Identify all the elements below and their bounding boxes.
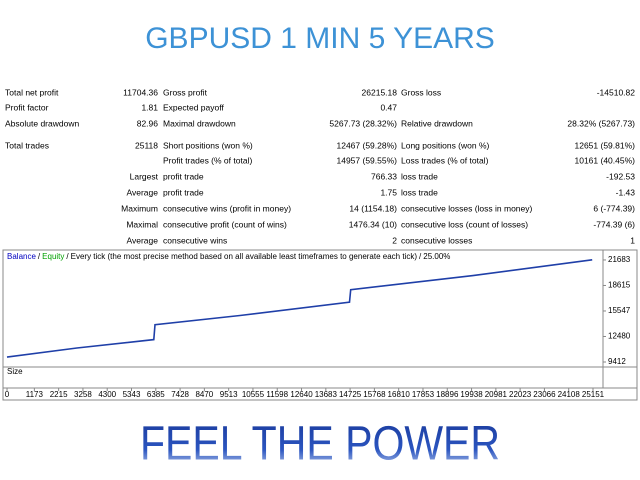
x-tick-label: 17853 [412,390,435,399]
x-tick-label: 5343 [123,390,141,399]
stat-label: loss trade [401,187,438,197]
x-tick-label: 6385 [147,390,165,399]
x-tick-label: 11598 [266,390,288,399]
x-tick-label: 15768 [363,390,386,399]
stat-label: Gross profit [163,87,208,97]
stat-value: -774.39 (6) [593,219,635,229]
stat-value: 1 [630,235,635,245]
x-tick-label: 2215 [50,390,68,399]
stat-value: 11704.36 [123,87,158,97]
chart-frame [2,249,638,401]
x-tick-label: 14725 [339,390,362,399]
y-tick-label: 9412 [608,357,626,366]
stat-label: consecutive wins [163,235,227,245]
legend-item: Equity [42,252,64,261]
stat-value: -192.53 [606,171,635,181]
x-tick-label: 8470 [195,390,213,399]
stat-label: Short positions (won %) [163,140,253,150]
stat-label: Total trades [5,140,49,150]
y-tick-label: 15547 [608,306,631,315]
x-tick-label: 20981 [485,390,508,399]
x-tick-label: 0 [5,390,10,399]
stat-value: 25118 [135,140,158,150]
stat-label: consecutive losses [401,235,472,245]
stat-value: 26215.18 [362,87,398,97]
stat-label: Relative drawdown [401,118,473,128]
stat-value: 28.32% (5267.73) [567,118,635,128]
stat-label: Largest [130,171,159,181]
x-tick-label: 25151 [582,390,605,399]
x-tick-label: 9513 [220,390,238,399]
x-tick-label: 22023 [509,390,532,399]
footer-title: FEEL THE POWER [140,418,500,471]
x-tick-label: 4300 [98,390,116,399]
stat-value: 14 (1154.18) [349,203,397,213]
stat-label: loss trade [401,171,438,181]
header-title: GBPUSD 1 MIN 5 YEARS [145,22,495,55]
stat-label: Maximal drawdown [163,118,236,128]
y-tick-label: 21683 [608,255,631,264]
x-tick-label: 23066 [533,390,556,399]
x-tick-label: 10555 [242,390,265,399]
stat-value: 5267.73 (28.32%) [329,118,397,128]
stat-label: Average [126,235,158,245]
legend-separator: / [419,252,422,261]
stat-label: Profit factor [5,102,49,112]
stat-label: Gross loss [401,87,441,97]
stat-label: consecutive wins (profit in money) [163,203,291,213]
legend-item: Every tick (the most precise method base… [71,252,418,261]
stat-value: 0.47 [380,102,397,112]
size-label: Size [7,367,23,376]
x-tick-label: 3258 [74,390,92,399]
stat-value: 2 [392,235,397,245]
stat-label: Maximum [121,203,158,213]
stat-label: Loss trades (% of total) [401,155,489,165]
stat-value: 6 (-774.39) [593,203,635,213]
x-tick-label: 24108 [558,390,581,399]
stat-value: 14957 (59.55%) [337,155,398,165]
x-tick-label: 12640 [290,390,313,399]
stat-value: 12651 (59.81%) [575,140,636,150]
stat-value: 10161 (40.45%) [575,155,636,165]
stat-label: consecutive losses (loss in money) [401,203,533,213]
legend-item: 25.00% [423,252,450,261]
x-tick-label: 18896 [436,390,459,399]
stat-label: Total net profit [5,87,59,97]
balance-line [6,259,593,358]
legend-item: Balance [7,252,36,261]
stat-value: 1.81 [141,102,158,112]
stat-value: 12467 (59.28%) [337,140,398,150]
stat-label: Average [126,187,158,197]
legend-separator: / [38,252,41,261]
legend-separator: / [66,252,69,261]
stat-value: 1.75 [380,187,397,197]
stat-label: Absolute drawdown [5,118,79,128]
y-tick-label: 18615 [608,281,631,290]
x-tick-label: 19938 [460,390,483,399]
x-tick-label: 7428 [171,390,189,399]
stat-label: Expected payoff [163,102,224,112]
legend: Balance / Equity / Every tick (the most prec… [7,252,450,261]
x-tick-label: 13683 [315,390,338,399]
stat-label: consecutive loss (count of losses) [401,219,528,229]
stat-label: Profit trades (% of total) [163,155,252,165]
stat-label: consecutive profit (count of wins) [163,219,287,229]
y-tick-label: 12480 [608,332,631,341]
x-tick-label: 1173 [26,390,44,399]
stat-value: -14510.82 [597,87,636,97]
stat-label: Maximal [126,219,158,229]
x-tick-label: 16810 [388,390,411,399]
stat-value: 766.33 [371,171,397,181]
stat-label: Long positions (won %) [401,140,490,150]
stat-value: 82.96 [137,118,159,128]
stat-label: profit trade [163,187,204,197]
stat-value: -1.43 [616,187,636,197]
stat-value: 1476.34 (10) [349,219,397,229]
stat-label: profit trade [163,171,204,181]
